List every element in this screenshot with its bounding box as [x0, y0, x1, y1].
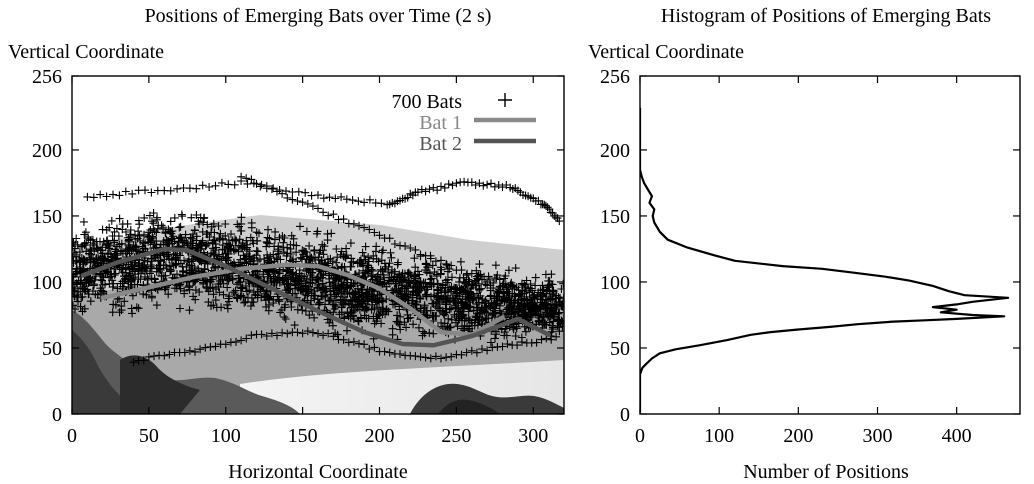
left-y-tick-label: 256: [32, 66, 62, 88]
right-chart-title: Histogram of Positions of Emerging Bats: [661, 5, 991, 27]
legend-label-bat-2: Bat 2: [419, 133, 462, 155]
left-y-tick-label: 100: [32, 272, 62, 294]
bat-position-markers: [72, 172, 564, 367]
legend-label-bat-1: Bat 1: [419, 112, 462, 134]
legend-label-700-bats: 700 Bats: [391, 91, 462, 113]
bat-2-trajectory: [80, 246, 551, 348]
left-y-tick-label: 0: [52, 404, 62, 426]
left-y-tick-label: 150: [32, 206, 62, 228]
left-x-tick-label: 50: [139, 425, 159, 447]
left-chart-y-axis-label: Vertical Coordinate: [8, 41, 164, 63]
left-chart-plot-area: 700 Bats Bat 1 Bat 2: [72, 76, 564, 414]
left-x-tick-label: 250: [441, 425, 471, 447]
right-y-tick-label: 50: [610, 338, 630, 360]
right-chart: Histogram of Positions of Emerging Bats …: [588, 5, 1021, 483]
right-chart-frame: [639, 75, 1021, 415]
left-x-tick-label: 200: [365, 425, 395, 447]
left-chart: Positions of Emerging Bats over Time (2 …: [8, 5, 565, 483]
histogram-profile-line: [640, 107, 1010, 414]
right-y-tick-label: 256: [600, 66, 630, 88]
right-x-tick-label: 0: [635, 425, 645, 447]
left-x-tick-label: 0: [67, 425, 77, 447]
bat-1-trajectory: [100, 262, 505, 338]
right-x-tick-label: 100: [704, 425, 734, 447]
left-chart-x-axis-label: Horizontal Coordinate: [228, 461, 408, 483]
right-y-tick-label: 100: [600, 272, 630, 294]
left-x-tick-label: 100: [211, 425, 241, 447]
left-chart-title: Positions of Emerging Bats over Time (2 …: [145, 5, 492, 27]
left-x-tick-label: 150: [288, 425, 318, 447]
left-chart-frame: [71, 75, 565, 415]
right-chart-axes: 0 100 200 300 400 0 50 100 150 200 256: [600, 66, 1020, 447]
legend-marker-plus: [498, 93, 512, 107]
right-chart-x-axis-label: Number of Positions: [743, 461, 909, 483]
right-y-tick-label: 150: [600, 206, 630, 228]
right-x-tick-label: 300: [863, 425, 893, 447]
left-x-tick-label: 300: [518, 425, 548, 447]
right-x-tick-label: 200: [783, 425, 813, 447]
right-y-tick-label: 200: [600, 140, 630, 162]
right-y-tick-label: 0: [620, 404, 630, 426]
left-chart-legend: 700 Bats Bat 1 Bat 2: [391, 91, 536, 155]
left-chart-axes: 0 50 100 150 200 250 300 0 50 100 150 200 256: [32, 66, 564, 447]
right-chart-y-axis-label: Vertical Coordinate: [588, 41, 744, 63]
left-y-tick-label: 200: [32, 140, 62, 162]
left-y-tick-label: 50: [42, 338, 62, 360]
right-x-tick-label: 400: [942, 425, 972, 447]
